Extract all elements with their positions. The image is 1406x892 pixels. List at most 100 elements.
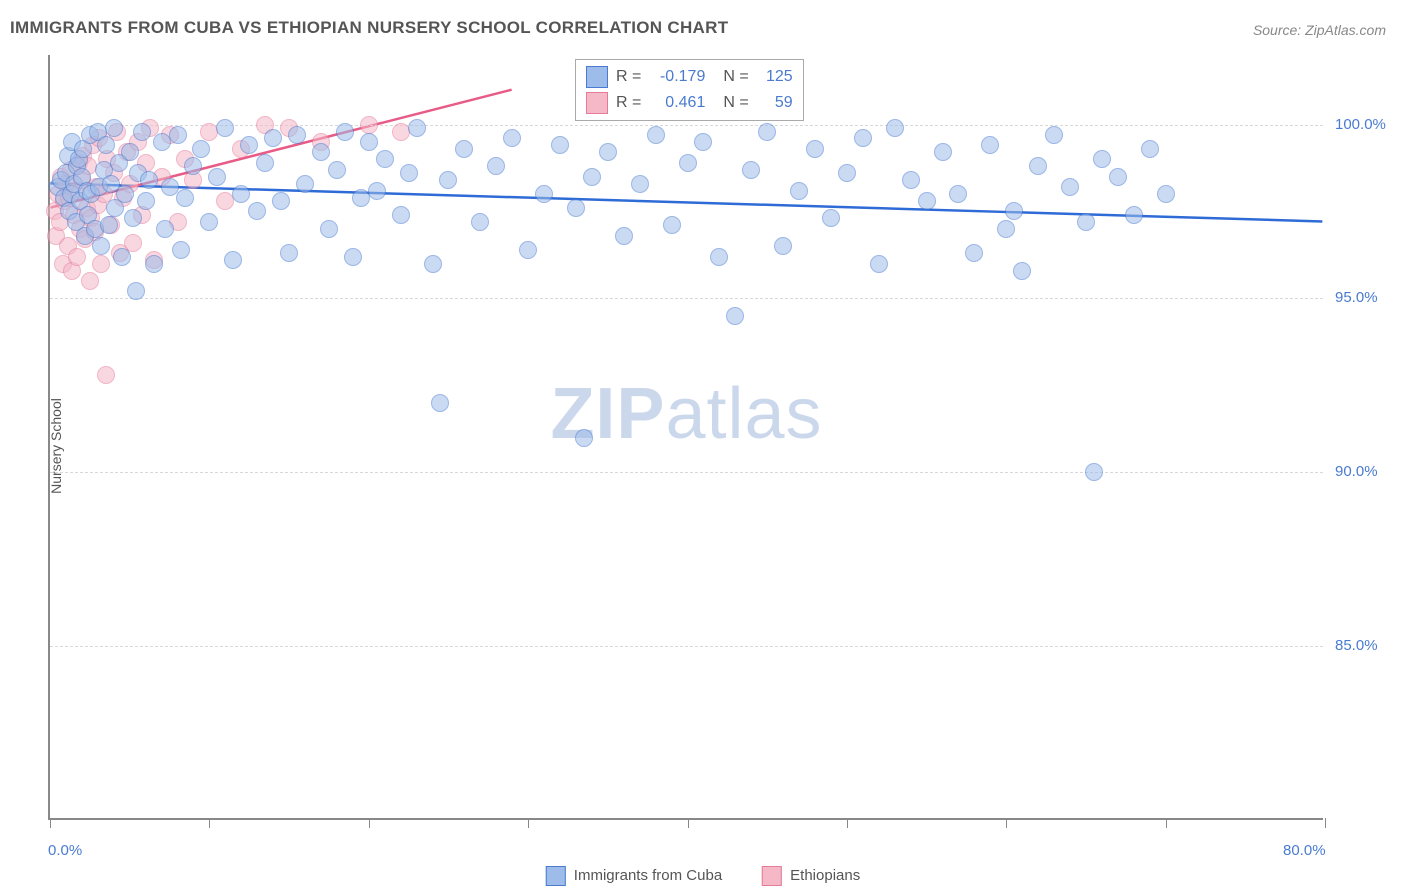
x-tick-label: 80.0% <box>1283 842 1326 859</box>
data-point <box>647 126 665 144</box>
y-tick-label: 90.0% <box>1335 463 1378 480</box>
watermark-atlas: atlas <box>665 374 822 454</box>
data-point <box>790 182 808 200</box>
data-point <box>694 133 712 151</box>
legend-n-value: 125 <box>757 68 793 86</box>
y-tick-label: 95.0% <box>1335 289 1378 306</box>
data-point <box>1157 185 1175 203</box>
data-point <box>113 248 131 266</box>
legend-n-label: N = <box>723 94 748 112</box>
data-point <box>264 129 282 147</box>
legend-swatch <box>586 66 608 88</box>
legend-item: Immigrants from Cuba <box>546 866 722 886</box>
legend-r-value: -0.179 <box>649 68 705 86</box>
data-point <box>1045 126 1063 144</box>
data-point <box>296 175 314 193</box>
data-point <box>248 202 266 220</box>
data-point <box>663 216 681 234</box>
legend-swatch <box>546 866 566 886</box>
data-point <box>360 133 378 151</box>
series-legend: Immigrants from Cuba Ethiopians <box>546 866 860 886</box>
y-tick-label: 100.0% <box>1335 116 1386 133</box>
data-point <box>68 248 86 266</box>
data-point <box>902 171 920 189</box>
legend-n-label: N = <box>723 68 748 86</box>
data-point <box>240 136 258 154</box>
plot-area: ZIPatlas R =-0.179N =125R =0.461N =59 <box>48 55 1323 820</box>
data-point <box>934 143 952 161</box>
data-point <box>368 182 386 200</box>
data-point <box>503 129 521 147</box>
data-point <box>679 154 697 172</box>
chart-title: IMMIGRANTS FROM CUBA VS ETHIOPIAN NURSER… <box>10 18 728 38</box>
data-point <box>320 220 338 238</box>
data-point <box>997 220 1015 238</box>
data-point <box>535 185 553 203</box>
data-point <box>1141 140 1159 158</box>
data-point <box>97 136 115 154</box>
gridline <box>50 298 1323 299</box>
data-point <box>156 220 174 238</box>
legend-row: R =-0.179N =125 <box>586 64 793 90</box>
data-point <box>981 136 999 154</box>
data-point <box>949 185 967 203</box>
data-point <box>272 192 290 210</box>
legend-swatch <box>586 92 608 114</box>
data-point <box>161 178 179 196</box>
data-point <box>121 143 139 161</box>
data-point <box>92 255 110 273</box>
data-point <box>312 143 330 161</box>
data-point <box>424 255 442 273</box>
data-point <box>376 150 394 168</box>
legend-r-label: R = <box>616 94 641 112</box>
data-point <box>1109 168 1127 186</box>
data-point <box>400 164 418 182</box>
data-point <box>615 227 633 245</box>
gridline <box>50 646 1323 647</box>
data-point <box>1093 150 1111 168</box>
data-point <box>124 209 142 227</box>
data-point <box>408 119 426 137</box>
data-point <box>280 244 298 262</box>
data-point <box>455 140 473 158</box>
data-point <box>200 213 218 231</box>
legend-label: Immigrants from Cuba <box>574 867 722 884</box>
y-tick-label: 85.0% <box>1335 637 1378 654</box>
data-point <box>1061 178 1079 196</box>
x-tick <box>688 818 689 828</box>
data-point <box>487 157 505 175</box>
data-point <box>224 251 242 269</box>
data-point <box>172 241 190 259</box>
data-point <box>116 185 134 203</box>
x-tick-label: 0.0% <box>48 842 82 859</box>
data-point <box>133 123 151 141</box>
data-point <box>1029 157 1047 175</box>
correlation-legend: R = -0.179 N = 125 R =0.461N =59 <box>575 59 804 121</box>
data-point <box>1013 262 1031 280</box>
data-point <box>336 123 354 141</box>
legend-item: Ethiopians <box>762 866 860 886</box>
data-point <box>344 248 362 266</box>
data-point <box>137 192 155 210</box>
gridline <box>50 125 1323 126</box>
data-point <box>192 140 210 158</box>
data-point <box>145 255 163 273</box>
data-point <box>1077 213 1095 231</box>
legend-row: R =0.461N =59 <box>586 90 793 116</box>
data-point <box>1005 202 1023 220</box>
x-tick <box>1006 818 1007 828</box>
data-point <box>288 126 306 144</box>
data-point <box>575 429 593 447</box>
data-point <box>710 248 728 266</box>
data-point <box>519 241 537 259</box>
data-point <box>726 307 744 325</box>
data-point <box>774 237 792 255</box>
legend-swatch <box>762 866 782 886</box>
data-point <box>583 168 601 186</box>
data-point <box>758 123 776 141</box>
data-point <box>328 161 346 179</box>
gridline <box>50 472 1323 473</box>
data-point <box>392 206 410 224</box>
x-tick <box>847 818 848 828</box>
data-point <box>439 171 457 189</box>
